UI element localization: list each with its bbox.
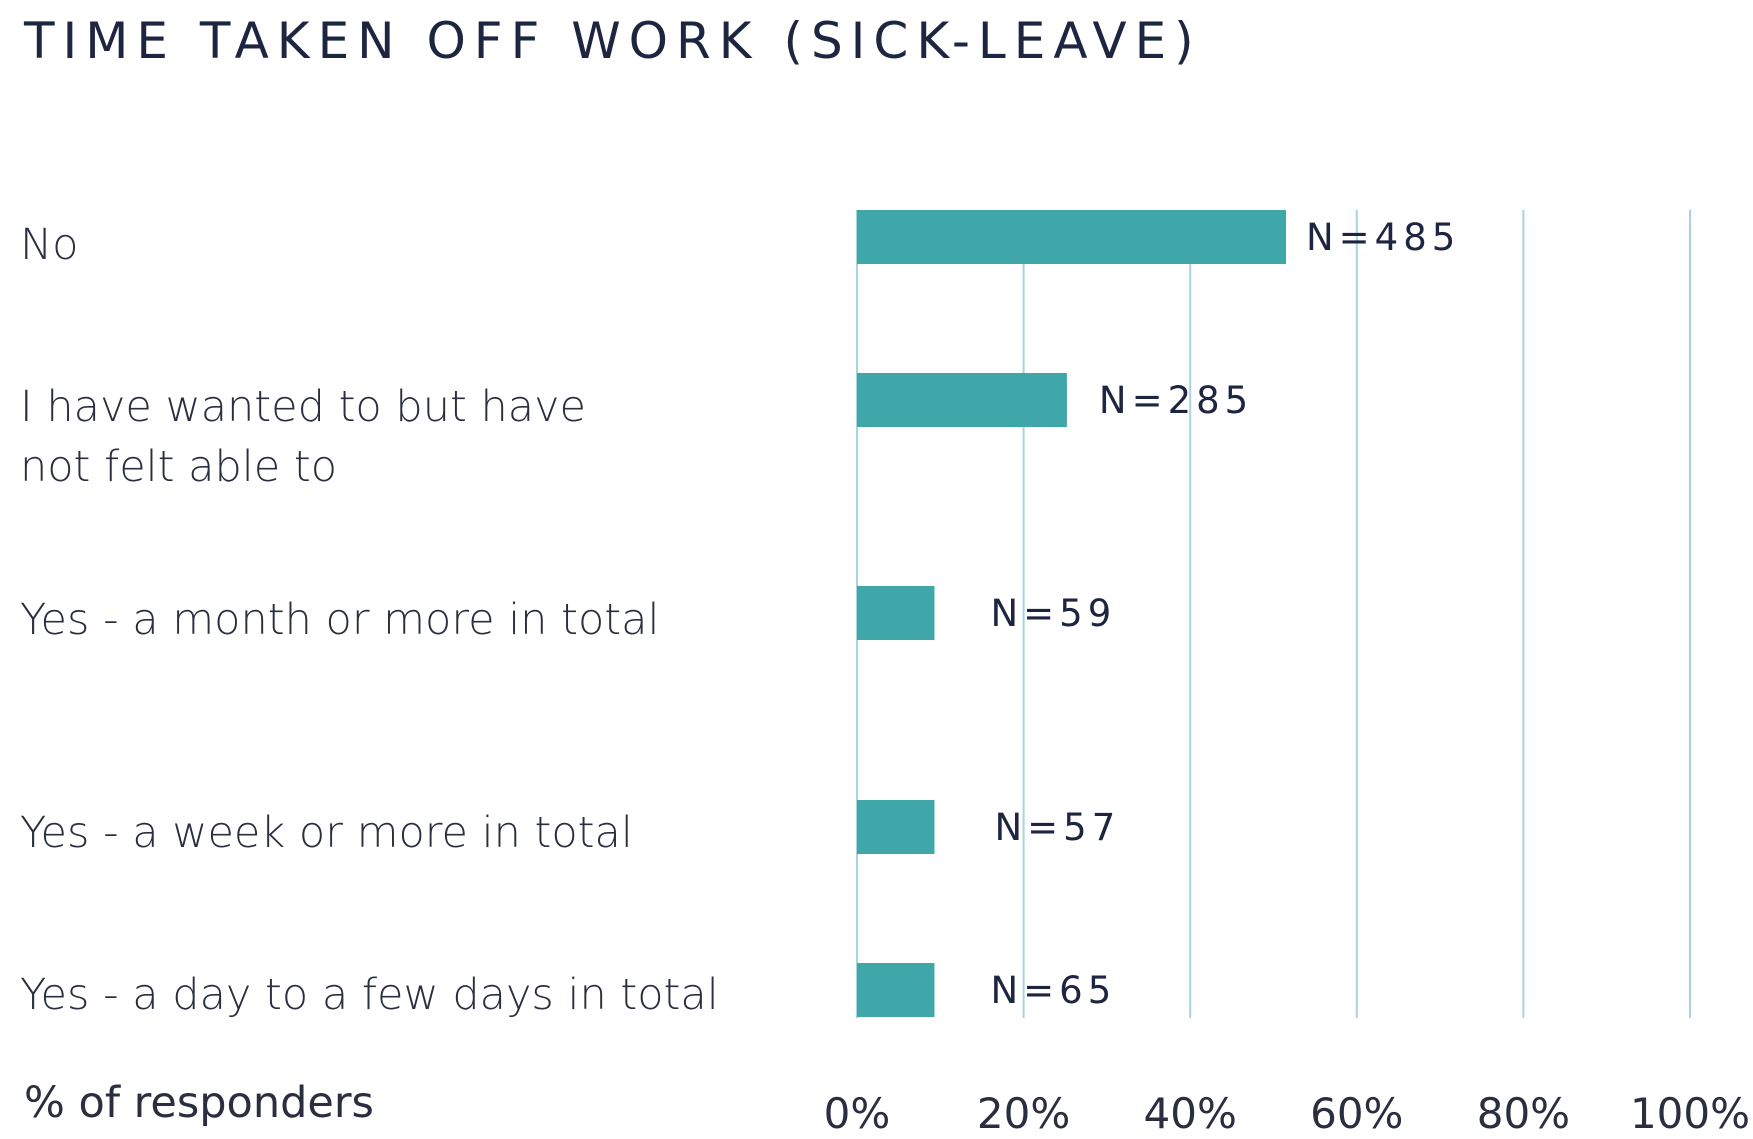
category-label-line: No xyxy=(20,220,79,270)
bar xyxy=(857,963,935,1017)
data-label: N=57 xyxy=(994,806,1120,849)
data-label: N=65 xyxy=(990,969,1116,1012)
bar xyxy=(857,586,935,640)
x-tick-labels: 0% 20% 40% 60% 80% 100% xyxy=(824,1089,1750,1138)
category-label: I have wanted to but have not felt able t… xyxy=(20,377,840,497)
bars xyxy=(857,210,1286,1017)
data-labels: N=485 N=285 N=59 N=57 N=65 xyxy=(990,216,1460,1012)
x-axis-label: % of responders xyxy=(24,1078,374,1128)
data-label: N=59 xyxy=(990,592,1116,635)
bar xyxy=(857,373,1067,427)
category-label: Yes - a month or more in total xyxy=(20,590,840,650)
data-label: N=285 xyxy=(1099,379,1253,422)
category-label: Yes - a week or more in total xyxy=(20,803,840,863)
bar xyxy=(857,210,1286,264)
category-label: No xyxy=(20,215,840,275)
bar xyxy=(857,800,935,854)
chart-title: TIME TAKEN OFF WORK (SICK-LEAVE) xyxy=(24,12,1202,70)
data-label: N=485 xyxy=(1306,216,1460,259)
category-label-line: Yes - a week or more in total xyxy=(20,808,633,858)
category-label-line: Yes - a month or more in total xyxy=(20,595,660,645)
gridlines xyxy=(856,210,1691,1018)
category-label: Yes - a day to a few days in total xyxy=(20,965,840,1025)
x-tick-label: 60% xyxy=(1310,1089,1403,1138)
category-label-line: not felt able to xyxy=(20,442,338,492)
category-label-line: I have wanted to but have xyxy=(20,382,586,432)
x-tick-label: 100% xyxy=(1630,1089,1750,1138)
x-tick-label: 20% xyxy=(977,1089,1070,1138)
x-tick-label: 0% xyxy=(824,1089,891,1138)
category-label-line: Yes - a day to a few days in total xyxy=(20,970,719,1020)
x-tick-label: 40% xyxy=(1144,1089,1237,1138)
x-tick-label: 80% xyxy=(1477,1089,1570,1138)
